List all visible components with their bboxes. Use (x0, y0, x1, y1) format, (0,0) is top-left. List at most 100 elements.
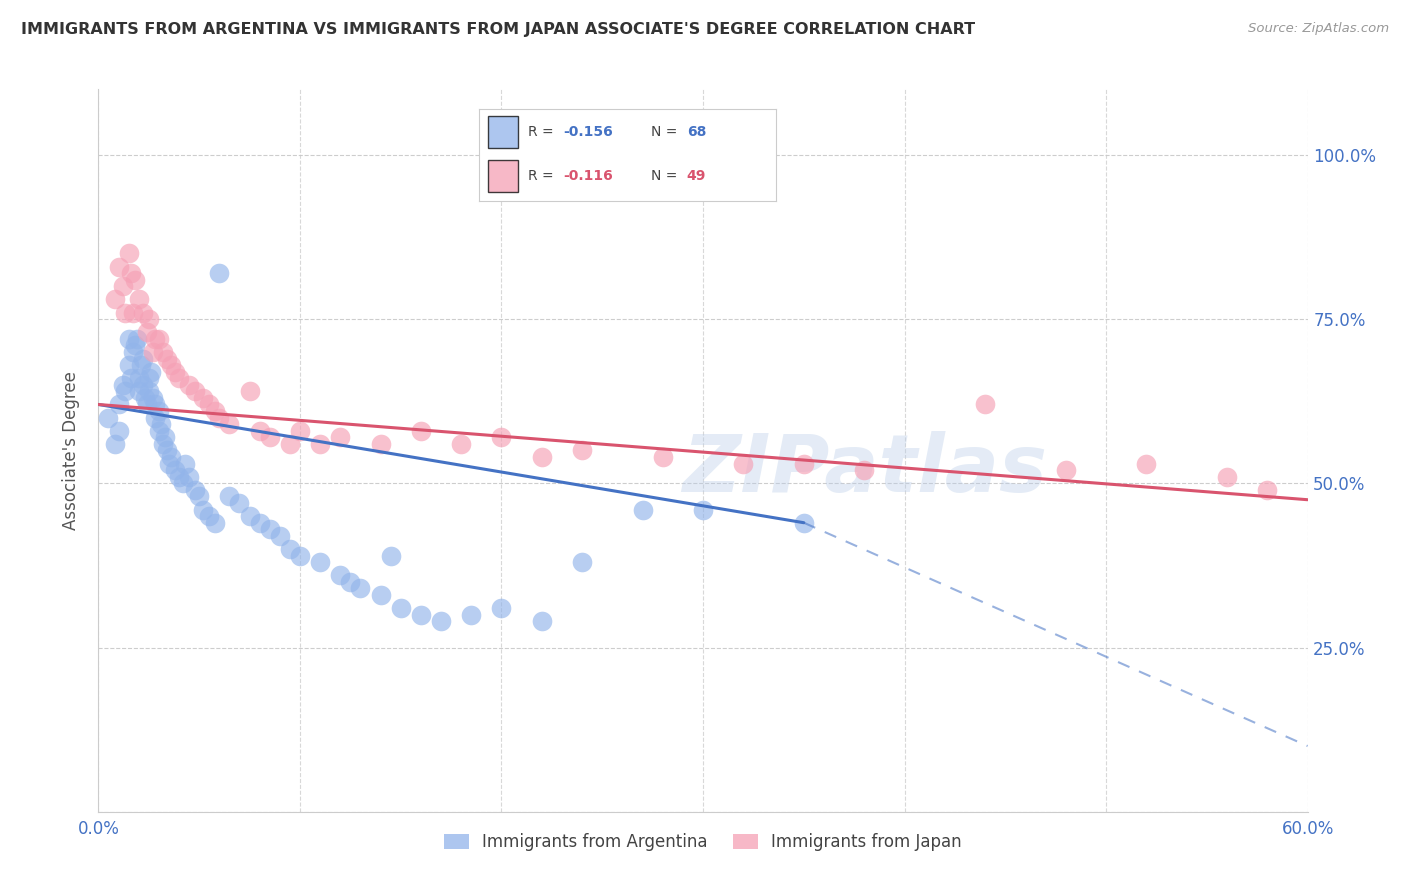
Point (107, 424, 129, 438)
Point (278, 541, 301, 556)
Point (152, 437, 174, 451)
Point (218, 417, 240, 432)
Point (128, 384, 150, 399)
Point (309, 437, 332, 451)
Point (692, 502, 714, 516)
Point (1256, 483, 1278, 497)
Point (389, 601, 412, 615)
Point (120, 371, 142, 385)
Point (651, 450, 673, 464)
Point (278, 437, 301, 451)
Point (134, 391, 156, 405)
Point (370, 437, 392, 451)
Point (1054, 463, 1077, 477)
Point (208, 410, 231, 425)
Point (135, 325, 157, 339)
Point (460, 607, 482, 622)
Point (530, 450, 553, 464)
Point (239, 509, 262, 524)
Point (114, 384, 136, 399)
Point (153, 430, 176, 444)
Point (249, 424, 271, 438)
Point (160, 358, 183, 372)
Point (184, 384, 207, 399)
Point (138, 371, 160, 385)
Point (129, 358, 152, 372)
Point (97, 410, 120, 425)
Point (118, 246, 141, 260)
Point (380, 549, 402, 563)
Point (193, 391, 215, 405)
Point (142, 391, 165, 405)
Point (179, 377, 201, 392)
Point (571, 555, 593, 569)
Point (132, 377, 155, 392)
Point (107, 260, 129, 274)
Point (114, 305, 136, 319)
Point (349, 582, 371, 596)
Point (631, 502, 654, 516)
Point (132, 305, 155, 319)
Point (135, 397, 157, 411)
Point (198, 509, 221, 524)
Point (430, 614, 453, 628)
Point (249, 516, 271, 530)
Point (269, 529, 291, 543)
Point (167, 371, 190, 385)
Point (142, 345, 165, 359)
Point (143, 410, 166, 425)
Point (228, 496, 250, 510)
Point (259, 430, 281, 444)
Point (163, 463, 186, 477)
Point (124, 273, 146, 287)
Text: Source: ZipAtlas.com: Source: ZipAtlas.com (1249, 22, 1389, 36)
Point (132, 351, 155, 366)
Point (218, 490, 240, 504)
Point (143, 397, 166, 411)
Point (111, 279, 134, 293)
Point (128, 293, 150, 307)
Point (370, 588, 392, 602)
Point (339, 574, 361, 589)
Point (530, 614, 553, 628)
Point (491, 430, 513, 444)
Point (111, 377, 134, 392)
Point (733, 457, 755, 471)
Point (120, 266, 142, 280)
Point (204, 404, 226, 418)
Point (157, 457, 180, 471)
Point (409, 607, 432, 622)
Point (184, 483, 207, 497)
Point (139, 365, 162, 379)
Point (409, 424, 432, 438)
Point (118, 332, 141, 346)
Text: ZIPatlas: ZIPatlas (682, 431, 1046, 509)
Point (156, 443, 179, 458)
Point (239, 384, 262, 399)
Point (148, 404, 170, 418)
Point (107, 397, 129, 411)
Point (138, 312, 160, 326)
Point (167, 469, 190, 483)
Point (1216, 469, 1239, 483)
Point (148, 424, 170, 438)
Point (125, 332, 148, 346)
Point (179, 469, 201, 483)
Point (152, 345, 174, 359)
Point (121, 345, 143, 359)
Point (148, 332, 170, 346)
Point (309, 555, 332, 569)
Point (329, 568, 352, 582)
Point (204, 516, 226, 530)
Point (172, 476, 194, 491)
Point (288, 424, 311, 438)
Point (103, 293, 125, 307)
Point (149, 417, 172, 432)
Y-axis label: Associate's Degree: Associate's Degree (62, 371, 80, 530)
Point (160, 450, 183, 464)
Point (174, 457, 197, 471)
Point (853, 463, 876, 477)
Point (208, 266, 231, 280)
Point (193, 502, 215, 516)
Point (329, 430, 352, 444)
